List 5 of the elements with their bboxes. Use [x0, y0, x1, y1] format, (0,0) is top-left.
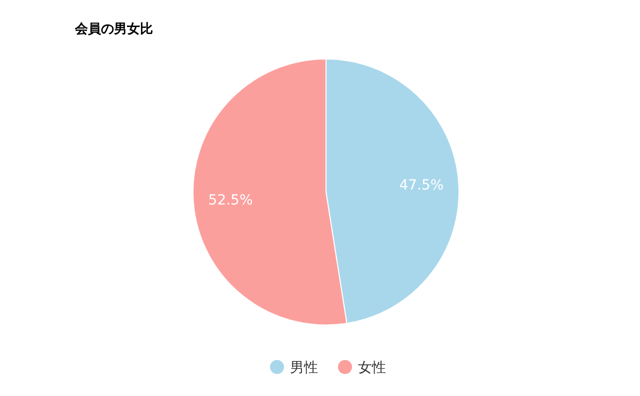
- legend-label: 女性: [358, 360, 386, 376]
- data-label: 52.5%: [208, 192, 253, 209]
- data-label: 47.5%: [399, 177, 444, 194]
- chart-title: 会員の男女比: [74, 22, 153, 37]
- legend-label: 男性: [290, 360, 318, 376]
